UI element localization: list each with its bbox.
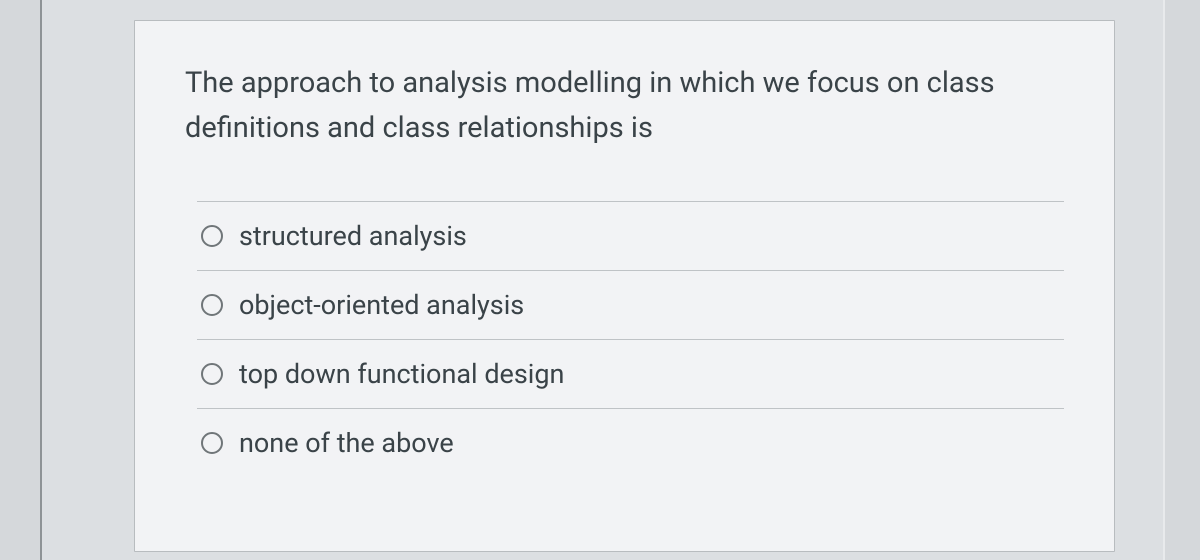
question-card: The approach to analysis modelling in wh… <box>134 20 1115 552</box>
option-label: structured analysis <box>239 220 467 252</box>
radio-icon[interactable] <box>201 363 223 385</box>
option-label: object-oriented analysis <box>239 289 524 321</box>
page-frame: The approach to analysis modelling in wh… <box>40 0 1165 560</box>
option-row[interactable]: structured analysis <box>197 201 1064 270</box>
option-row[interactable]: none of the above <box>197 408 1064 477</box>
option-label: top down functional design <box>239 358 564 390</box>
option-row[interactable]: top down functional design <box>197 339 1064 408</box>
radio-icon[interactable] <box>201 432 223 454</box>
options-list: structured analysis object-oriented anal… <box>197 201 1064 477</box>
option-row[interactable]: object-oriented analysis <box>197 270 1064 339</box>
radio-icon[interactable] <box>201 294 223 316</box>
question-prompt: The approach to analysis modelling in wh… <box>185 61 1064 151</box>
radio-icon[interactable] <box>201 225 223 247</box>
option-label: none of the above <box>239 427 454 459</box>
